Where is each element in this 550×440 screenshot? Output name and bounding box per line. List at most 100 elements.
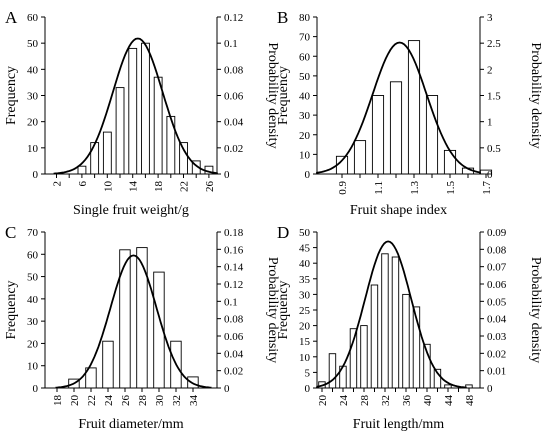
panel-label: C: [5, 223, 16, 242]
density-curve: [316, 240, 467, 389]
y2-tick-label: 1: [487, 117, 493, 129]
x-tick-label: 2: [52, 181, 64, 187]
y2-tick-label: 0.08: [224, 314, 244, 326]
bar: [349, 328, 358, 389]
y-axis-label: Frequency: [4, 66, 19, 125]
y-tick-label: 10: [299, 149, 311, 161]
x-tick-label: 36: [401, 395, 413, 407]
x-tick-label: 48: [464, 395, 476, 407]
bar: [102, 340, 114, 389]
x-tick-label: 1.5: [445, 181, 457, 195]
y2-tick-label: 0.02: [224, 143, 243, 155]
y2-tick-label: 0.04: [224, 117, 244, 129]
y2-tick-label: 2: [487, 64, 493, 76]
x-tick-label: 1.7: [481, 181, 493, 195]
y2-axis-label: Probability density: [265, 42, 280, 148]
y2-tick-label: 0.1: [224, 296, 238, 308]
y-tick-label: 0: [305, 383, 311, 395]
x-tick-label: 28: [137, 395, 149, 407]
y-tick-label: 15: [299, 336, 311, 348]
bar: [389, 81, 403, 175]
y2-tick-label: 0.02: [224, 366, 243, 378]
y2-tick-label: 0.12: [224, 12, 243, 24]
y-tick-label: 70: [27, 227, 39, 239]
y2-tick-label: 0: [224, 169, 230, 181]
y-tick-label: 50: [27, 272, 39, 284]
x-tick-label: 30: [154, 395, 166, 407]
y-tick-label: 0: [33, 383, 39, 395]
y2-axis-label: Probability density: [528, 257, 543, 363]
x-axis-label: Fruit length/mm: [353, 417, 445, 432]
y2-tick-label: 2.5: [487, 38, 501, 50]
y-tick-label: 10: [299, 352, 311, 364]
bar: [353, 140, 367, 175]
y2-tick-label: 0.1: [224, 38, 238, 50]
y2-tick-label: 0.18: [224, 227, 244, 239]
y-tick-label: 10: [27, 361, 39, 373]
y-tick-label: 30: [27, 91, 39, 103]
x-tick-label: 22: [179, 181, 191, 192]
panel-label: B: [277, 8, 288, 27]
y2-tick-label: 0.05: [487, 296, 507, 308]
x-tick-label: 14: [128, 181, 140, 193]
y2-axis-label: Probability density: [528, 42, 543, 148]
y2-tick-label: 0.14: [224, 262, 244, 274]
y2-tick-label: 0.04: [487, 314, 507, 326]
y2-tick-label: 0: [224, 383, 230, 395]
y-tick-label: 30: [299, 110, 311, 122]
y-tick-label: 35: [299, 274, 311, 286]
bar: [102, 131, 112, 175]
x-tick-label: 26: [120, 395, 132, 407]
y-tick-label: 25: [299, 305, 311, 317]
density-curve: [316, 41, 481, 174]
y-tick-label: 20: [299, 130, 311, 142]
y2-tick-label: 3: [487, 12, 493, 24]
y2-tick-label: 0.16: [224, 244, 244, 256]
y-tick-label: 45: [299, 243, 311, 255]
x-tick-label: 18: [52, 395, 64, 407]
panel-label: D: [277, 223, 289, 242]
x-tick-label: 18: [153, 181, 165, 193]
panel-label: A: [5, 8, 18, 27]
y-tick-label: 30: [27, 316, 39, 328]
bar: [77, 165, 87, 175]
y-tick-label: 60: [27, 12, 39, 24]
x-tick-label: 28: [359, 395, 371, 407]
x-axis-label: Fruit shape index: [350, 203, 447, 218]
bar: [179, 142, 188, 175]
bar: [402, 293, 410, 389]
x-tick-label: 32: [380, 395, 392, 406]
y2-tick-label: 0.01: [487, 366, 506, 378]
y-tick-label: 10: [27, 143, 39, 155]
y2-tick-label: 0.03: [487, 331, 507, 343]
y-tick-label: 50: [299, 227, 311, 239]
x-tick-label: 10: [102, 181, 114, 193]
y-tick-label: 0: [305, 169, 311, 181]
y-tick-label: 70: [299, 32, 311, 44]
x-tick-label: 26: [204, 181, 216, 193]
y-tick-label: 20: [27, 117, 39, 129]
bar: [381, 253, 389, 389]
x-tick-label: 44: [443, 395, 455, 407]
y-tick-label: 20: [27, 338, 39, 350]
y-tick-label: 0: [33, 169, 39, 181]
bar: [90, 142, 100, 175]
x-tick-label: 32: [171, 395, 183, 406]
y-tick-label: 40: [299, 258, 311, 270]
bar: [115, 87, 125, 175]
y-tick-label: 20: [299, 321, 311, 333]
y2-tick-label: 0.06: [224, 91, 244, 103]
y2-axis-label: Probability density: [265, 257, 280, 363]
y-tick-label: 50: [299, 71, 311, 83]
x-tick-label: 0.9: [337, 181, 349, 195]
bar: [153, 76, 163, 175]
bar: [136, 247, 148, 389]
x-tick-label: 24: [338, 395, 350, 407]
x-tick-label: 1.1: [373, 181, 385, 195]
y2-tick-label: 0.08: [487, 244, 507, 256]
y-axis-label: Frequency: [276, 280, 291, 339]
y-tick-label: 40: [27, 294, 39, 306]
y2-tick-label: 0.06: [224, 331, 244, 343]
bar: [141, 42, 150, 175]
x-axis-label: Fruit diameter/mm: [78, 417, 183, 432]
